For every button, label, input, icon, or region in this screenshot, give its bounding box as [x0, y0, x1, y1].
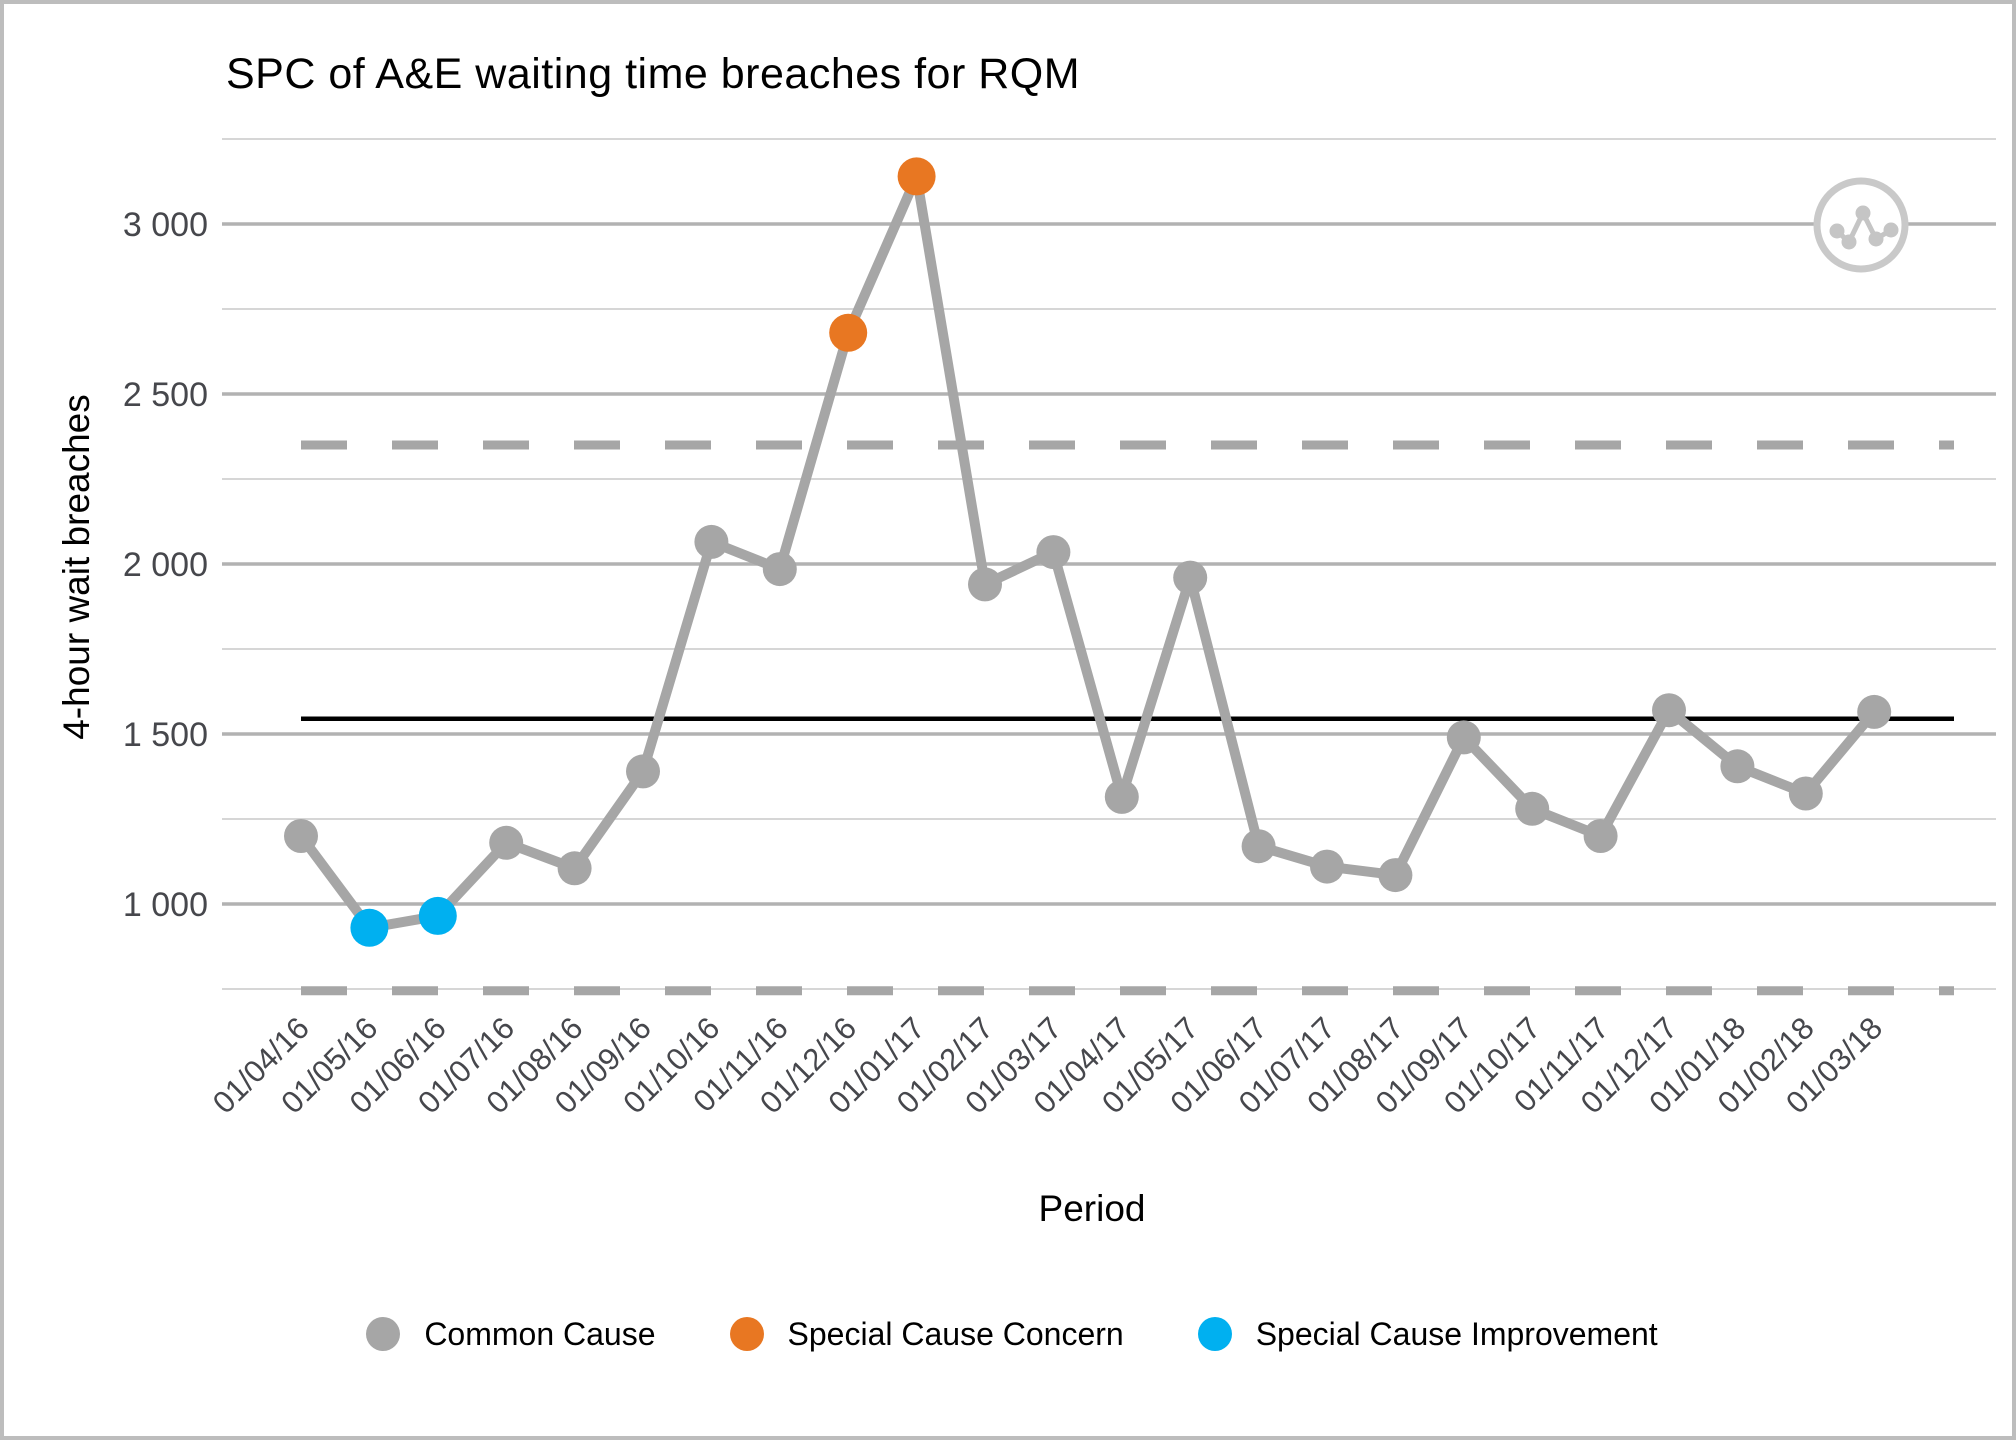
- data-point-common: [626, 754, 660, 789]
- y-tick-label: 3 000: [123, 206, 208, 244]
- legend-label: Special Cause Improvement: [1255, 1315, 1658, 1352]
- legend-label: Special Cause Concern: [787, 1315, 1124, 1352]
- data-point-common: [1036, 535, 1071, 570]
- y-axis-title: 4-hour wait breaches: [56, 394, 97, 740]
- y-tick-label: 2 000: [123, 546, 208, 584]
- data-point-common: [694, 524, 729, 559]
- special-cause-improvement-dot-icon: [1197, 1317, 1232, 1351]
- data-point-common: [1446, 720, 1481, 755]
- data-point-concern: [829, 313, 868, 352]
- data-point-common: [1720, 749, 1755, 784]
- common-cause-dot-icon: [366, 1317, 401, 1351]
- data-point-common: [1515, 791, 1550, 826]
- legend-item-common-cause: Common Cause: [366, 1315, 656, 1353]
- line-chart-icon-node: [1841, 234, 1857, 250]
- data-point-common: [762, 552, 797, 587]
- data-point-common: [1104, 779, 1139, 814]
- data-point-common: [1378, 858, 1413, 893]
- line-chart-icon-node: [1855, 205, 1871, 221]
- data-point-concern: [897, 157, 936, 196]
- data-point-common: [489, 825, 524, 860]
- line-chart-icon-node: [1883, 222, 1899, 238]
- chart-title: SPC of A&E waiting time breaches for RQM: [226, 50, 1081, 98]
- data-point-common: [1310, 849, 1344, 884]
- data-point-improvement: [418, 896, 457, 935]
- x-axis-title: Period: [1038, 1188, 1146, 1229]
- line-chart-icon-node: [1868, 231, 1884, 247]
- data-point-common: [557, 851, 592, 886]
- data-point-common: [968, 567, 1002, 602]
- data-point-common: [1173, 560, 1208, 595]
- legend-item-special-cause-improvement: Special Cause Improvement: [1197, 1315, 1658, 1353]
- legend-label: Common Cause: [424, 1315, 656, 1352]
- data-point-common: [1241, 829, 1276, 864]
- data-point-common: [1788, 776, 1823, 811]
- data-point-improvement: [350, 908, 389, 947]
- y-tick-label: 2 500: [123, 376, 208, 414]
- special-cause-concern-dot-icon: [729, 1317, 764, 1351]
- chart-legend: Common Cause Special Cause Concern Speci…: [4, 1304, 2012, 1364]
- line-chart-icon: [1813, 177, 1909, 273]
- legend-item-special-cause-concern: Special Cause Concern: [729, 1315, 1124, 1353]
- y-tick-label: 1 000: [123, 886, 208, 924]
- data-point-common: [284, 819, 318, 853]
- data-point-common: [1652, 693, 1686, 728]
- data-point-common: [1857, 694, 1892, 729]
- y-tick-label: 1 500: [123, 716, 208, 754]
- data-series-line: [296, 171, 1880, 933]
- line-chart-icon-node: [1829, 223, 1845, 239]
- data-point-common: [1583, 819, 1618, 853]
